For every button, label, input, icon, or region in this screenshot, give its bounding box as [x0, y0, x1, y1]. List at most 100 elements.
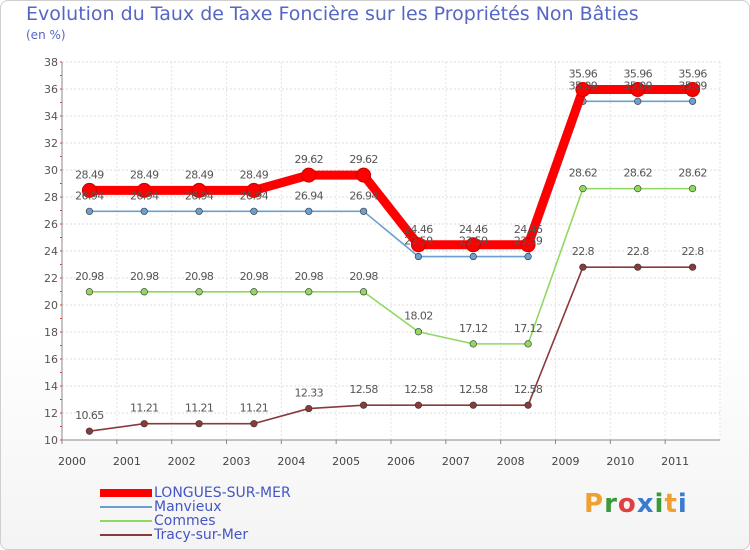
legend-label: Tracy-sur-Mer: [154, 527, 249, 543]
data-point: [140, 288, 148, 296]
data-label: 20.98: [185, 270, 214, 283]
series-line: [89, 187, 693, 345]
data-label: 26.94: [130, 189, 159, 202]
data-point: [250, 288, 258, 296]
data-point: [305, 288, 313, 296]
data-label: 29.62: [349, 153, 378, 166]
x-tick-label: 2000: [58, 455, 86, 468]
data-label: 26.94: [240, 189, 269, 202]
data-point: [469, 340, 477, 348]
legend-label: Manvieux: [154, 499, 222, 515]
data-point: [85, 427, 94, 435]
chart-subtitle: (en %): [26, 28, 66, 42]
data-label: 26.94: [295, 189, 324, 202]
y-tick-label: 28: [44, 191, 58, 204]
data-point-main: [136, 182, 152, 198]
data-point: [414, 401, 423, 409]
data-point: [634, 185, 642, 193]
data-point: [634, 263, 642, 271]
x-tick-label: 2002: [168, 455, 196, 468]
data-label: 12.33: [295, 387, 324, 400]
data-point: [579, 263, 587, 271]
data-label: 12.58: [514, 383, 543, 396]
data-label: 28.49: [240, 168, 269, 181]
series-line: [89, 266, 693, 433]
data-label: 26.94: [185, 189, 214, 202]
y-tick-label: 14: [44, 380, 58, 393]
data-point-main: [520, 237, 536, 253]
y-tick-label: 12: [44, 407, 58, 420]
series-line-main: [84, 85, 698, 250]
x-tick-label: 2010: [606, 455, 634, 468]
data-label: 28.62: [678, 167, 707, 180]
data-label: 20.98: [240, 270, 269, 283]
legend-item: Commes: [100, 513, 350, 529]
legend-label: LONGUES-SUR-MER: [154, 485, 291, 501]
data-point: [579, 185, 587, 193]
x-tick-label: 2008: [497, 455, 525, 468]
data-label: 22.8: [572, 245, 595, 258]
data-label: 24.46: [459, 223, 488, 236]
data-point: [195, 420, 203, 428]
data-point: [359, 288, 368, 296]
data-label: 20.98: [349, 270, 378, 283]
data-point-main: [465, 237, 481, 253]
y-tick-label: 32: [44, 137, 58, 150]
chart-title: Evolution du Taux de Taxe Foncière sur l…: [26, 3, 639, 25]
data-label: 10.65: [75, 409, 104, 422]
x-tick-label: 2003: [223, 455, 251, 468]
data-point: [195, 207, 203, 215]
data-point-main: [356, 167, 372, 183]
data-point: [140, 420, 148, 428]
data-label: 28.62: [569, 167, 598, 180]
data-point: [305, 404, 313, 413]
data-point-main: [410, 237, 426, 253]
legend-swatch: [100, 534, 152, 536]
data-point: [359, 207, 368, 215]
y-tick-label: 26: [44, 218, 58, 231]
data-point: [250, 207, 258, 215]
data-point: [250, 420, 258, 428]
legend-swatch: [100, 489, 152, 497]
legend-label: Commes: [154, 513, 216, 529]
data-label: 22.8: [682, 245, 705, 258]
data-point: [414, 328, 423, 336]
y-tick-label: 38: [44, 56, 58, 69]
data-label: 28.49: [185, 168, 214, 181]
legend-item: LONGUES-SUR-MER: [100, 485, 350, 501]
x-tick-label: 2006: [387, 455, 415, 468]
data-label: 17.12: [514, 322, 543, 335]
y-tick-label: 36: [44, 83, 58, 96]
data-label: 26.94: [75, 189, 104, 202]
legend-swatch: [100, 506, 152, 508]
x-tick-label: 2004: [277, 455, 305, 468]
data-label: 23.59: [404, 235, 433, 248]
legend-swatch: [100, 520, 152, 522]
y-tick-label: 10: [44, 434, 58, 447]
data-point: [634, 97, 642, 105]
data-point: [469, 252, 477, 261]
data-point: [688, 185, 697, 193]
data-label: 28.49: [130, 168, 159, 181]
y-tick-label: 34: [44, 110, 58, 123]
data-label: 11.21: [240, 402, 269, 415]
series-line: [89, 100, 693, 258]
data-point: [524, 401, 532, 409]
data-label: 11.21: [185, 402, 214, 415]
x-tick-label: 2005: [332, 455, 360, 468]
data-point: [524, 252, 532, 261]
data-label: 22.8: [627, 245, 650, 258]
data-point-main: [575, 82, 591, 98]
x-tick-label: 2001: [113, 455, 141, 468]
data-point-main: [191, 182, 207, 198]
data-label: 17.12: [459, 322, 488, 335]
data-label: 12.58: [349, 383, 378, 396]
y-tick-label: 24: [44, 245, 58, 258]
data-point: [688, 263, 697, 271]
data-label: 24.46: [404, 223, 433, 236]
legend-item: Manvieux: [100, 499, 350, 515]
y-tick-label: 16: [44, 353, 58, 366]
data-label: 20.98: [75, 270, 104, 283]
data-label: 35.96: [569, 68, 598, 81]
line-chart: 10 12 14 16 18 20 22 24 26 28 30 32 34 36 38 2000 2001 20…: [44, 56, 721, 468]
